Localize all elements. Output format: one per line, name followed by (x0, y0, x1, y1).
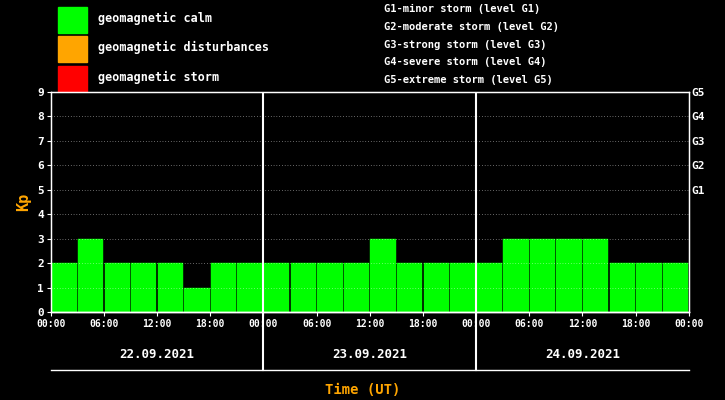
Text: 24.09.2021: 24.09.2021 (545, 348, 620, 360)
Text: geomagnetic disturbances: geomagnetic disturbances (98, 41, 269, 54)
Bar (58, 66, 87, 92)
Bar (397, 263, 422, 312)
Bar (610, 263, 635, 312)
Bar (503, 239, 529, 312)
Text: G2-moderate storm (level G2): G2-moderate storm (level G2) (384, 22, 559, 32)
Bar (158, 263, 183, 312)
Text: Time (UT): Time (UT) (325, 383, 400, 397)
Bar (557, 239, 581, 312)
Bar (264, 263, 289, 312)
Bar (238, 263, 262, 312)
Text: 23.09.2021: 23.09.2021 (332, 348, 407, 360)
Text: G1-minor storm (level G1): G1-minor storm (level G1) (384, 4, 541, 14)
Bar (131, 263, 157, 312)
Text: geomagnetic storm: geomagnetic storm (98, 71, 219, 84)
Bar (51, 263, 77, 312)
Text: G4-severe storm (level G4): G4-severe storm (level G4) (384, 57, 547, 67)
Bar (184, 288, 210, 312)
Bar (211, 263, 236, 312)
Text: G3-strong storm (level G3): G3-strong storm (level G3) (384, 40, 547, 50)
Bar (370, 239, 396, 312)
Bar (477, 263, 502, 312)
Bar (344, 263, 369, 312)
Bar (530, 239, 555, 312)
Text: 22.09.2021: 22.09.2021 (120, 348, 194, 360)
Bar (104, 263, 130, 312)
Bar (78, 239, 103, 312)
Bar (58, 7, 87, 34)
Bar (423, 263, 449, 312)
Bar (318, 263, 342, 312)
Bar (58, 36, 87, 62)
Bar (637, 263, 661, 312)
Bar (450, 263, 476, 312)
Text: geomagnetic calm: geomagnetic calm (98, 12, 212, 25)
Bar (583, 239, 608, 312)
Bar (291, 263, 316, 312)
Text: G5-extreme storm (level G5): G5-extreme storm (level G5) (384, 75, 553, 85)
Y-axis label: Kp: Kp (17, 193, 31, 211)
Bar (663, 263, 688, 312)
